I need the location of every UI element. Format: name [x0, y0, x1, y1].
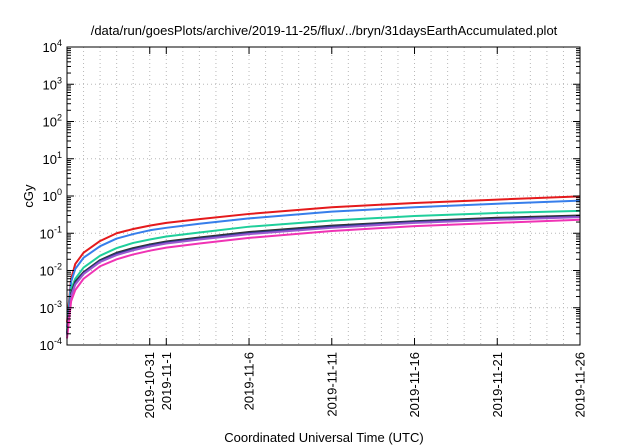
series-line-6	[66, 216, 581, 336]
y-axis-ticks: 10-4 10-3 10-2 10-1 100 101 102 103 104	[40, 38, 580, 353]
x-axis-ticks: 2019-10-31 2019-11-1 2019-11-6 2019-11-11 20…	[142, 47, 588, 419]
x-tick-label: 2019-11-6	[242, 352, 257, 410]
series-line-5	[66, 215, 581, 334]
series-lines	[66, 195, 581, 339]
series-line-1	[66, 195, 581, 323]
x-axis-label: Coordinated Universal Time (UTC)	[224, 430, 423, 445]
series-line-3	[66, 209, 581, 331]
x-tick-label: 2019-11-21	[490, 352, 505, 418]
y-axis-label: cGy	[21, 184, 36, 208]
y-tick-label: 10-2	[40, 262, 62, 279]
y-tick-label: 10-4	[40, 336, 62, 353]
x-tick-label: 2019-10-31	[142, 352, 157, 419]
y-tick-label: 102	[43, 113, 62, 130]
x-tick-label: 2019-11-11	[324, 352, 339, 417]
x-tick-label: 2019-11-26	[573, 352, 588, 418]
x-tick-label: 2019-11-16	[407, 352, 422, 418]
y-tick-label: 100	[43, 187, 62, 204]
y-tick-label: 104	[43, 38, 62, 55]
x-tick-label: 2019-11-1	[159, 352, 174, 410]
y-tick-label: 103	[43, 75, 62, 92]
chart-title: /data/run/goesPlots/archive/2019-11-25/f…	[91, 23, 558, 38]
series-line-7	[66, 218, 581, 339]
y-tick-label: 10-3	[40, 299, 62, 316]
y-tick-label: 10-1	[40, 224, 62, 241]
y-tick-label: 101	[43, 150, 62, 167]
series-line-2	[66, 199, 581, 328]
grid-lines	[67, 47, 580, 345]
